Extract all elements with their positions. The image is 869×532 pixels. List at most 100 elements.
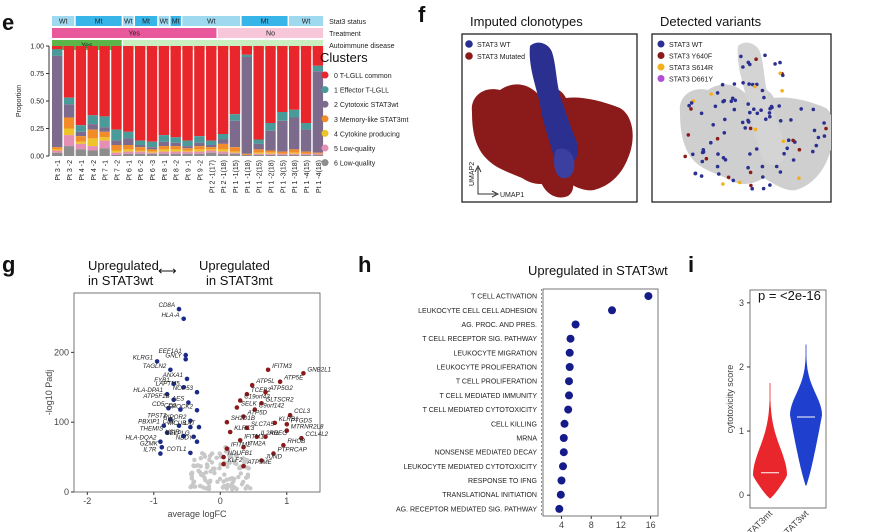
x-tick-label: Pt 6 -1 (126, 160, 133, 181)
ns-gene-point (189, 470, 195, 475)
gene-point-tceb2 (244, 391, 250, 397)
stat3-status-segment (75, 16, 122, 26)
x-tick-label: 12 (616, 520, 626, 530)
bar-segment (229, 46, 241, 115)
gene-label-klrg1: KLRG1 (133, 354, 153, 361)
variant-point (699, 111, 704, 116)
ns-gene-point (234, 454, 239, 459)
variant-point (746, 102, 750, 106)
bar-segment (217, 134, 229, 140)
bar-segment (182, 148, 193, 151)
gene-point-lat (196, 424, 202, 430)
gene-point-klrg1 (154, 359, 160, 364)
gene-label-ripor2: RIPOR2 (163, 414, 187, 421)
gene-point-ndufb1 (221, 454, 226, 460)
ns-gene-point (203, 470, 209, 475)
bar-segment (170, 137, 181, 143)
gene-point-cd6 (176, 423, 182, 429)
bar-segment (158, 149, 170, 152)
bar-segment (241, 46, 252, 55)
bar-segment (170, 46, 181, 138)
bar-segment (63, 135, 75, 147)
gene-point-fyb1 (171, 381, 176, 387)
gene-label-tpst2: TPST2 (147, 412, 167, 419)
stat3-status-label: Wt (302, 19, 311, 26)
variant-point (687, 103, 691, 108)
legend-label-4-cytokine-producing: 4 Cytokine producing (334, 131, 400, 138)
variant-point (773, 62, 777, 66)
gene-point-hla-dqa2 (158, 439, 163, 445)
panel-label-f: f (418, 2, 426, 27)
term-label-t-cell-activation: T CELL ACTIVATION (471, 294, 537, 301)
variant-point (797, 176, 801, 180)
x-axis-label: average logFC (167, 509, 227, 519)
variant-point (747, 82, 751, 86)
gene-point-themis (164, 430, 170, 435)
bar-segment (52, 149, 63, 151)
gene-label-anxa1: ANXA1 (162, 372, 183, 379)
bar-segment (111, 145, 122, 151)
gene-label-atp5f1b: ATP5F1B (142, 393, 169, 400)
variant-point (720, 82, 725, 87)
y-tick-label: 0.00 (30, 154, 44, 161)
h-title: Upregulated in STAT3wt (528, 263, 668, 278)
variant-point (778, 60, 782, 65)
bar-segment (134, 140, 146, 145)
legend-label-stat3-mutated: STAT3 Mutated (477, 54, 525, 61)
bar-segment (146, 151, 158, 153)
bar-segment (111, 129, 122, 141)
ns-gene-point (199, 472, 204, 477)
bar-segment (87, 146, 98, 151)
bar-segment (111, 154, 122, 156)
x-tick-label: -1 (150, 496, 158, 506)
gene-label-atp5l: ATP5L (255, 378, 275, 385)
ns-gene-point (226, 453, 232, 458)
gene-point-klf2 (221, 461, 226, 467)
term-label-ag-proc-and-pres: AG. PROC. AND PRES. (462, 322, 538, 329)
gene-point-aes (186, 400, 191, 405)
stat3-status-segment (241, 16, 288, 26)
bar-segment (312, 152, 324, 154)
variant-point (753, 84, 757, 89)
term-label-cell-killing: CELL KILLING (491, 421, 537, 428)
legend-dot-0-t-lgll-common (321, 71, 329, 79)
variant-point (746, 165, 750, 170)
bar-segment (158, 151, 170, 154)
gene-point-nop53 (194, 389, 200, 395)
ns-gene-point (229, 476, 235, 481)
variant-point (748, 110, 752, 115)
bar-segment (277, 120, 288, 152)
ns-gene-point (191, 484, 196, 489)
gene-label-atp5e: ATP5E (283, 375, 304, 382)
variant-point (760, 164, 765, 169)
variant-point (781, 73, 785, 78)
gene-label-ccl4l2: CCL4L2 (305, 431, 328, 438)
term-dot-leukocyte-proliferation (565, 363, 574, 371)
bar-segment (194, 136, 205, 143)
variant-point (812, 128, 817, 133)
ns-gene-point (224, 486, 230, 491)
bar-segment (229, 152, 241, 154)
umap-wt-streak (529, 42, 578, 166)
gene-point-itm2a (241, 445, 246, 450)
gene-point-jund (259, 458, 264, 463)
bar-segment (182, 46, 193, 141)
legend-label-6-low-quality: 6 Low-quality (334, 161, 376, 168)
ns-gene-point (243, 486, 248, 491)
bar-segment (289, 154, 300, 156)
bar-segment (52, 49, 63, 56)
term-dot-ag-receptor-mediated-sig-pathway (555, 504, 564, 513)
gene-point-atp5l (249, 382, 255, 388)
umap-axes-arrows (477, 168, 496, 195)
variant-point (763, 53, 767, 58)
bar-segment (111, 150, 122, 153)
x-tick-label: Pt 2 -1(18) (221, 160, 228, 193)
variant-point (799, 107, 803, 111)
bar-segment (241, 154, 252, 156)
ns-gene-point (236, 474, 241, 480)
bar-segment (229, 153, 241, 156)
ns-gene-point (205, 480, 211, 485)
bar-segment (158, 153, 170, 156)
violin-stat3wt (790, 344, 822, 486)
